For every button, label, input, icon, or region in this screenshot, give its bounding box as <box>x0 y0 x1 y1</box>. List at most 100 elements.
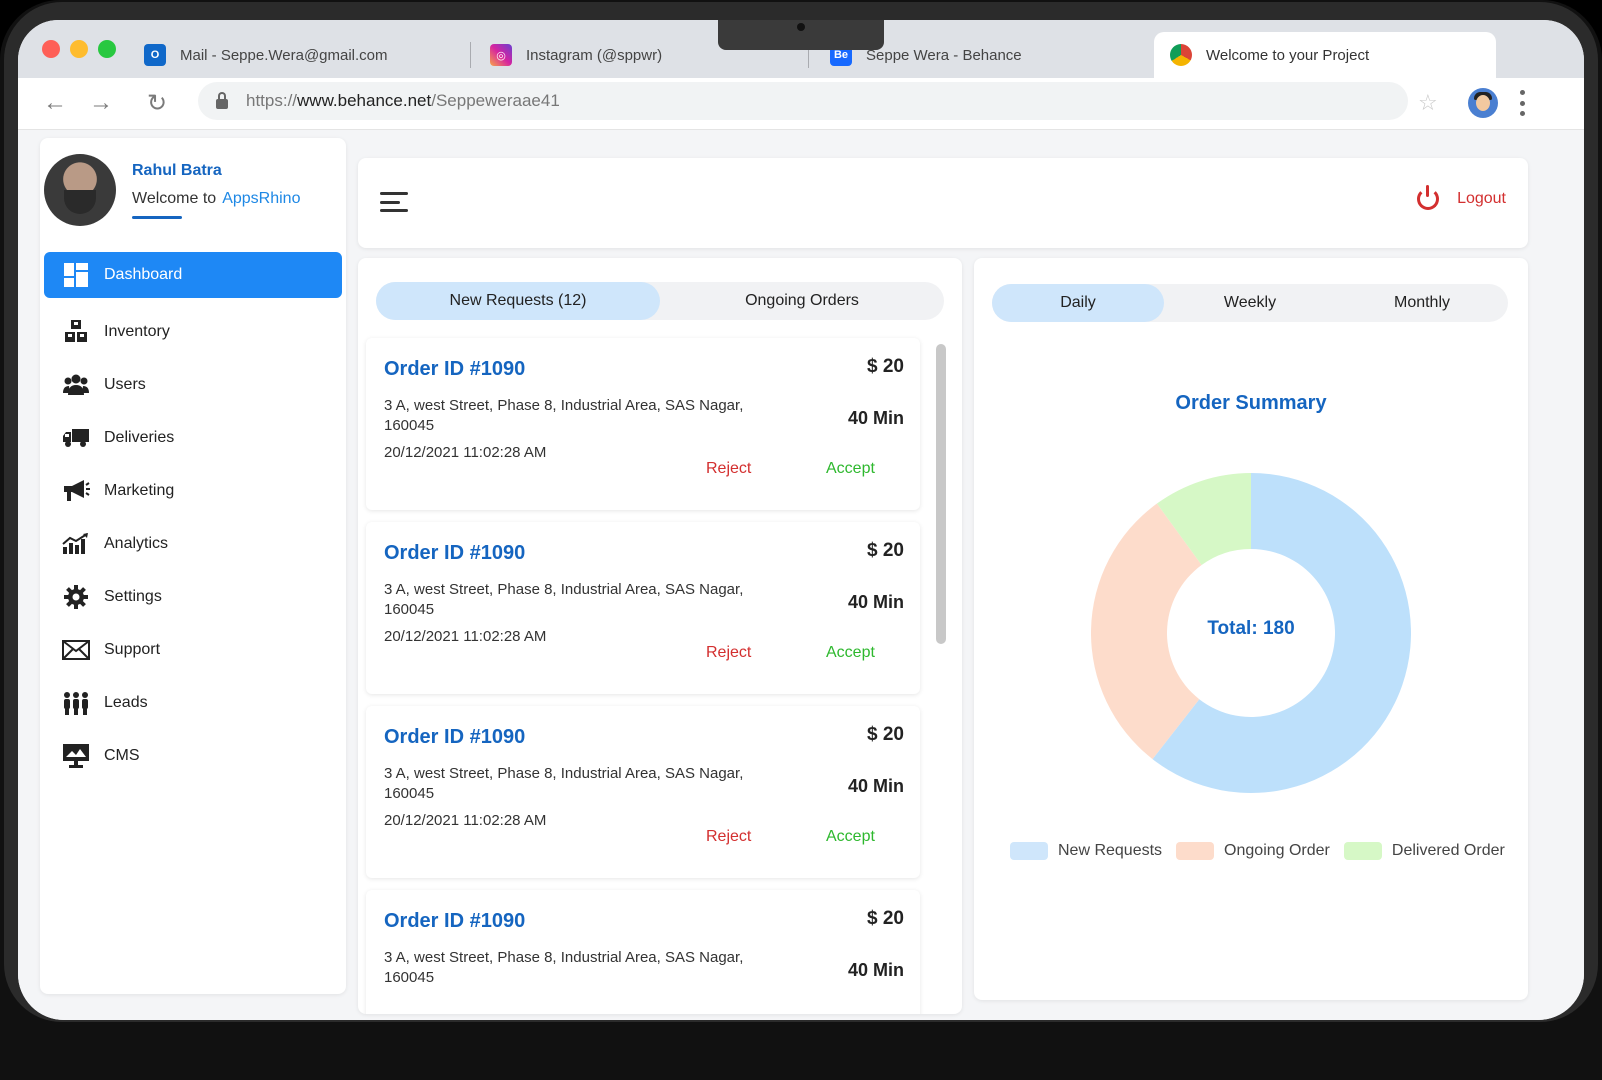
menu-toggle-icon[interactable] <box>380 192 408 212</box>
close-window-button[interactable] <box>42 40 60 58</box>
gear-icon <box>62 583 90 611</box>
chart-title: Order Summary <box>1175 392 1327 414</box>
sidebar-item-label: Settings <box>104 587 162 605</box>
analytics-icon <box>62 530 90 558</box>
tab-new-requests[interactable]: New Requests (12) <box>376 282 660 320</box>
order-timestamp: 20/12/2021 11:02:28 AM <box>384 812 547 829</box>
order-card[interactable]: Order ID #1090 $ 20 3 A, west Street, Ph… <box>366 890 920 1014</box>
order-id: Order ID #1090 <box>384 910 526 932</box>
sidebar-item-dashboard[interactable]: Dashboard <box>44 252 342 298</box>
orders-panel: New Requests (12) Ongoing Orders Order I… <box>358 258 962 1014</box>
sidebar-item-label: Analytics <box>104 534 169 552</box>
slice-ongoing-order <box>1091 503 1202 760</box>
tab-label: Instagram (@sppwr) <box>526 46 663 64</box>
tab-weekly[interactable]: Weekly <box>1223 294 1277 311</box>
maximize-window-button[interactable] <box>98 40 116 58</box>
sidebar-item-label: Dashboard <box>104 266 183 283</box>
browser-tab-project[interactable]: Welcome to your Project <box>1154 32 1496 78</box>
top-bar: Logout <box>358 158 1528 248</box>
sidebar-item-inventory[interactable]: Inventory <box>44 305 342 358</box>
sidebar-item-leads[interactable]: Leads <box>44 676 342 729</box>
truck-icon <box>62 424 90 452</box>
order-id: Order ID #1090 <box>384 542 526 564</box>
welcome-text: Welcome to AppsRhino <box>132 190 300 208</box>
sidebar-item-label: CMS <box>104 746 140 764</box>
sidebar-item-support[interactable]: Support <box>44 623 342 676</box>
chart-legend: New Requests Ongoing Order Delivered Ord… <box>1010 842 1519 860</box>
camera-notch <box>718 20 884 50</box>
profile-avatar[interactable] <box>1468 88 1498 118</box>
address-bar[interactable]: https://www.behance.net/Seppeweraae41 <box>198 82 1408 120</box>
leads-icon <box>62 689 90 717</box>
order-id: Order ID #1090 <box>384 358 526 380</box>
order-id: Order ID #1090 <box>384 726 526 748</box>
cms-icon <box>62 742 90 770</box>
legend-label: New Requests <box>1058 842 1163 859</box>
orders-scrollbar[interactable] <box>936 344 946 644</box>
tab-label: Seppe Wera - Behance <box>866 46 1022 64</box>
accept-button[interactable]: Accept <box>826 828 875 845</box>
back-arrow-icon[interactable]: ← <box>43 89 67 116</box>
tab-ongoing-orders[interactable]: Ongoing Orders <box>745 292 859 309</box>
reject-button[interactable]: Reject <box>706 828 752 845</box>
browser-tab-mail[interactable]: O Mail - Seppe.Wera@gmail.com <box>128 32 468 78</box>
legend-swatch <box>1010 842 1048 860</box>
sidebar-item-label: Leads <box>104 693 148 711</box>
brand-name: AppsRhino <box>222 190 301 207</box>
reject-button[interactable]: Reject <box>706 460 752 477</box>
sidebar-item-settings[interactable]: Settings <box>44 570 342 623</box>
sidebar-item-label: Support <box>104 640 161 658</box>
order-price: $ 20 <box>867 908 904 929</box>
order-card[interactable]: Order ID #1090 $ 20 3 A, west Street, Ph… <box>366 706 920 878</box>
more-menu-icon[interactable] <box>1518 90 1526 116</box>
reject-button[interactable]: Reject <box>706 644 752 661</box>
order-address: 3 A, west Street, Phase 8, Industrial Ar… <box>384 397 744 434</box>
sidebar-item-cms[interactable]: CMS <box>44 729 342 782</box>
order-card[interactable]: Order ID #1090 $ 20 3 A, west Street, Ph… <box>366 522 920 694</box>
logout-button[interactable]: Logout <box>1417 185 1506 210</box>
legend-item-ongoing-order: Ongoing Order <box>1176 842 1330 860</box>
browser-toolbar: ← → ↻ https://www.behance.net/Seppeweraa… <box>18 78 1584 130</box>
tab-daily[interactable]: Daily <box>992 284 1164 322</box>
accept-button[interactable]: Accept <box>826 644 875 661</box>
sidebar-item-label: Users <box>104 375 146 393</box>
order-card[interactable]: Order ID #1090 $ 20 3 A, west Street, Ph… <box>366 338 920 510</box>
order-price: $ 20 <box>867 356 904 377</box>
avatar <box>44 154 116 226</box>
legend-label: Ongoing Order <box>1224 842 1330 859</box>
order-price: $ 20 <box>867 724 904 745</box>
bookmark-star-icon[interactable]: ☆ <box>1418 90 1438 115</box>
url-host: www.behance.net <box>297 91 432 110</box>
legend-item-delivered-order: Delivered Order <box>1343 842 1505 860</box>
legend-swatch <box>1343 842 1382 860</box>
power-icon <box>1417 185 1440 210</box>
reload-icon[interactable]: ↻ <box>146 89 168 117</box>
order-eta: 40 Min <box>847 592 904 612</box>
order-eta: 40 Min <box>847 408 904 428</box>
sidebar-item-users[interactable]: Users <box>44 358 342 411</box>
legend-label: Delivered Order <box>1391 842 1505 859</box>
sidebar-item-analytics[interactable]: Analytics <box>44 517 342 570</box>
forward-arrow-icon[interactable]: → <box>89 89 113 116</box>
url-path: /Seppeweraae41 <box>431 91 560 110</box>
minimize-window-button[interactable] <box>70 40 88 58</box>
order-address: 3 A, west Street, Phase 8, Industrial Ar… <box>384 581 744 618</box>
sidebar: Rahul Batra Welcome to AppsRhino Dashboar… <box>40 138 346 994</box>
dashboard-icon <box>62 261 90 289</box>
browser-tab-behance[interactable]: Be Seppe Wera - Behance <box>814 32 1144 78</box>
logout-label: Logout <box>1457 190 1506 207</box>
order-tabs: New Requests (12) Ongoing Orders <box>376 282 944 320</box>
accept-button[interactable]: Accept <box>826 460 875 477</box>
sidebar-item-marketing[interactable]: Marketing <box>44 464 342 517</box>
mail-icon <box>62 636 90 664</box>
legend-swatch <box>1176 842 1215 860</box>
tab-monthly[interactable]: Monthly <box>1393 294 1451 311</box>
lock-icon <box>216 92 228 109</box>
order-timestamp: 20/12/2021 11:02:28 AM <box>384 628 547 645</box>
megaphone-icon <box>62 477 90 505</box>
order-summary-panel: Daily Weekly Monthly Order Summary Total… <box>974 258 1528 1000</box>
browser-tab-instagram[interactable]: ◎ Instagram (@sppwr) <box>474 32 804 78</box>
period-tabs: Daily Weekly Monthly <box>992 284 1508 322</box>
sidebar-item-deliveries[interactable]: Deliveries <box>44 411 342 464</box>
